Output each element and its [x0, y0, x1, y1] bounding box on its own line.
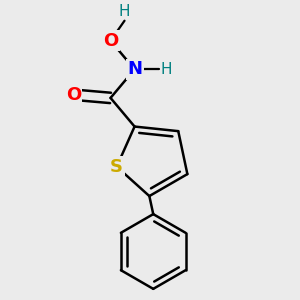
Text: O: O	[66, 86, 81, 104]
Text: S: S	[110, 158, 123, 176]
Text: H: H	[160, 62, 172, 77]
Text: O: O	[103, 32, 118, 50]
Text: N: N	[127, 60, 142, 78]
Text: H: H	[119, 4, 130, 19]
